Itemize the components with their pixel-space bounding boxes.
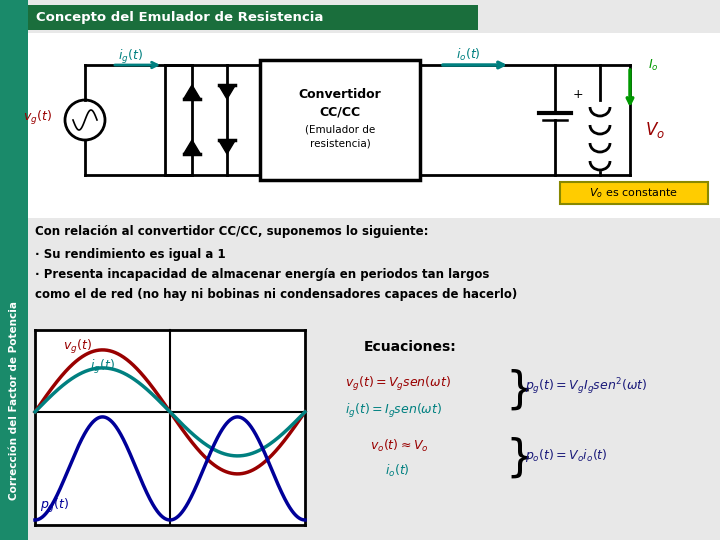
Polygon shape xyxy=(184,85,200,99)
Text: $i_g(t)=I_g sen(\omega t)$: $i_g(t)=I_g sen(\omega t)$ xyxy=(345,402,442,420)
Polygon shape xyxy=(219,85,235,99)
Text: $I_o$: $I_o$ xyxy=(648,57,659,72)
Text: Ecuaciones:: Ecuaciones: xyxy=(364,340,456,354)
Bar xyxy=(28,33,720,218)
Text: $p_o(t)=V_oi_o(t)$: $p_o(t)=V_oi_o(t)$ xyxy=(525,447,608,463)
Text: · Su rendimiento es igual a 1: · Su rendimiento es igual a 1 xyxy=(35,248,225,261)
Text: CC/CC: CC/CC xyxy=(320,105,361,118)
Bar xyxy=(35,330,305,525)
Text: Con relación al convertidor CC/CC, suponemos lo siguiente:: Con relación al convertidor CC/CC, supon… xyxy=(35,225,428,238)
Text: $i_g(t)$: $i_g(t)$ xyxy=(118,48,143,66)
Text: $i_o(t)$: $i_o(t)$ xyxy=(385,463,410,479)
Text: · Presenta incapacidad de almacenar energía en periodos tan largos
como el de re: · Presenta incapacidad de almacenar ener… xyxy=(35,268,517,301)
Text: $v_g(t)$: $v_g(t)$ xyxy=(23,109,52,127)
Text: Convertidor: Convertidor xyxy=(299,89,382,102)
Text: +: + xyxy=(573,89,584,102)
Text: $v_g(t)$: $v_g(t)$ xyxy=(63,338,92,356)
Bar xyxy=(28,5,478,30)
Bar xyxy=(560,182,708,204)
Bar xyxy=(0,0,28,540)
Text: $i_g(t)$: $i_g(t)$ xyxy=(90,358,115,376)
Text: $V_o$ es constante: $V_o$ es constante xyxy=(590,186,678,200)
Text: $p_g(t)=V_gI_g sen^2(\omega t)$: $p_g(t)=V_gI_g sen^2(\omega t)$ xyxy=(525,377,647,397)
Polygon shape xyxy=(219,140,235,154)
Text: Concepto del Emulador de Resistencia: Concepto del Emulador de Resistencia xyxy=(36,10,323,24)
Polygon shape xyxy=(184,140,200,154)
Text: (Emulador de: (Emulador de xyxy=(305,125,375,135)
Text: resistencia): resistencia) xyxy=(310,139,370,149)
Bar xyxy=(260,60,420,180)
Text: }: } xyxy=(505,368,534,411)
Text: $v_o(t)\approx V_o$: $v_o(t)\approx V_o$ xyxy=(370,438,428,454)
Text: $p_g(t)$: $p_g(t)$ xyxy=(40,497,69,515)
Text: $V_o$: $V_o$ xyxy=(645,120,665,140)
Text: $v_g(t)=V_g sen(\omega t)$: $v_g(t)=V_g sen(\omega t)$ xyxy=(345,375,451,393)
Text: }: } xyxy=(505,436,534,480)
Text: Corrección del Factor de Potencia: Corrección del Factor de Potencia xyxy=(9,300,19,500)
Text: $i_o(t)$: $i_o(t)$ xyxy=(456,47,480,63)
